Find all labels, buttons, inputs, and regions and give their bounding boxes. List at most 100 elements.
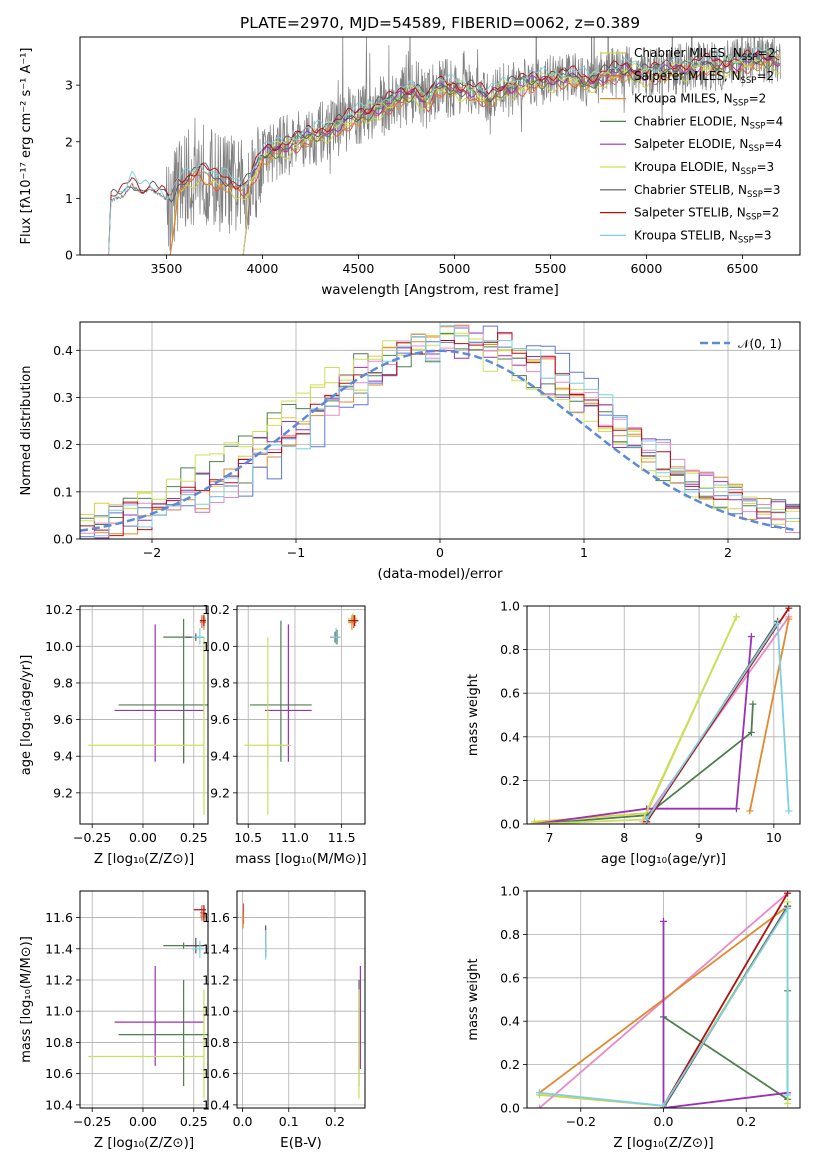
plot-area [80, 891, 208, 1108]
x-axis-label: Z [log₁₀(Z/Z⊙)] [613, 1135, 713, 1151]
chart-massweight_vs_age: 7 8 9 10 0.0 0.2 0.4 0.6 0.8 1.0 age [log₁₀(age/yr… [466, 599, 801, 867]
x-tick-label: −0.25 [73, 1114, 111, 1129]
y-axis-label: age [log₁₀(age/yr)] [19, 655, 34, 776]
legend: Chabrier MILES, NSSP=2 Salpeter MILES, NS… [600, 46, 783, 245]
y-tick-label: 0.4 [500, 1014, 520, 1029]
legend-label: Chabrier MILES, NSSP=2 [634, 46, 775, 63]
x-tick-label: 0 [436, 545, 444, 560]
weight-series-4 [534, 636, 753, 824]
x-tick-label: 4500 [342, 261, 374, 276]
weight-marker [660, 1102, 667, 1108]
y-tick-label: 10.4 [45, 1097, 73, 1112]
weight-marker [732, 805, 740, 813]
plot-area [527, 891, 800, 1108]
weight-marker [785, 615, 793, 623]
legend-label: 𝒩(0, 1) [738, 337, 782, 351]
y-tick-label: 9.4 [53, 749, 73, 764]
model-line-4 [242, 52, 781, 255]
axes-frame [79, 36, 801, 256]
y-tick-label: 10.0 [45, 639, 73, 654]
errorbar-point-9 [191, 940, 204, 959]
y-tick-label: 10.8 [202, 1035, 230, 1050]
y-tick-label: 11.2 [202, 972, 230, 987]
errorbar-point-8 [199, 615, 206, 627]
weight-marker [747, 633, 755, 641]
y-tick-label: 10.6 [202, 1066, 230, 1081]
x-axis-label: Z [log₁₀(Z/Z⊙)] [94, 851, 194, 867]
y-tick-label: 10.4 [202, 1097, 230, 1112]
x-tick-label: 0.0 [233, 1114, 253, 1129]
y-tick-label: 9.8 [53, 675, 73, 690]
errorbar-point-4 [118, 704, 208, 762]
y-tick-label: 9.2 [210, 785, 230, 800]
plot-area [80, 322, 800, 539]
chart-age_vs_mass: 10.5 11.0 11.5 9.2 9.4 9.6 9.8 10.0 10.2 mass [lo… [202, 602, 367, 867]
y-tick-label: 0.3 [53, 390, 73, 405]
chart-age_vs_Z: −0.25 0.00 0.25 9.2 9.4 9.6 9.8 10.0 10.2 Z [log₁… [19, 602, 209, 867]
y-tick-label: 11.6 [45, 910, 73, 925]
y-tick-label: 0.0 [500, 1101, 520, 1116]
x-tick-label: 10.5 [234, 830, 262, 845]
x-axis-label: age [log₁₀(age/yr)] [601, 851, 726, 867]
legend-label: Salpeter ELODIE, NSSP=4 [634, 137, 782, 154]
x-tick-label: 0.25 [180, 1114, 208, 1129]
x-tick-label: 0.00 [129, 1114, 157, 1129]
errorbar-point-7 [185, 937, 204, 954]
y-tick-label: 0.4 [53, 343, 73, 358]
y-tick-label: 11.4 [45, 941, 73, 956]
model-line-2 [169, 55, 782, 255]
errorbar-point-5 [114, 965, 204, 1066]
y-axis-label: mass weight [466, 674, 481, 756]
y-tick-label: 1 [65, 191, 73, 206]
gaussian-curve [80, 349, 798, 532]
errorbar-point-6 [88, 989, 205, 1099]
legend-label: Salpeter MILES, NSSP=2 [634, 69, 774, 86]
x-axis-label: E(B-V) [280, 1135, 322, 1151]
y-tick-label: 0 [65, 248, 73, 263]
weight-marker [530, 820, 538, 824]
weight-marker [784, 1100, 792, 1108]
x-tick-label: −0.25 [73, 830, 111, 845]
chart-mass_vs_Z: −0.25 0.00 0.25 10.4 10.6 10.8 11.0 11.2 11.4 11.… [19, 890, 209, 1151]
y-tick-label: 0.6 [500, 686, 520, 701]
plot-area [80, 606, 208, 824]
x-tick-label: 10 [766, 830, 782, 845]
y-tick-label: 11.6 [202, 910, 230, 925]
x-tick-label: 5500 [534, 261, 566, 276]
axes-frame [236, 605, 366, 825]
x-axis-label: mass [log₁₀(M/M⊙)] [235, 851, 366, 867]
y-tick-label: 0.0 [500, 817, 520, 832]
errorbar-point-2 [199, 615, 206, 630]
legend-label: Kroupa MILES, NSSP=2 [634, 92, 766, 109]
weight-marker [784, 891, 792, 897]
weight-series-5 [534, 616, 738, 824]
weight-marker [749, 700, 757, 708]
plot-area [527, 606, 800, 824]
y-tick-label: 1.0 [500, 599, 520, 614]
x-tick-label: −2 [143, 545, 161, 560]
y-tick-label: 0.0 [53, 532, 73, 547]
y-tick-label: 11.4 [202, 941, 230, 956]
x-tick-label: 8 [620, 830, 628, 845]
y-tick-label: 0.2 [500, 773, 520, 788]
weight-marker [746, 807, 754, 815]
x-tick-label: 7 [545, 830, 553, 845]
plot-area [237, 891, 365, 1108]
legend-label: Chabrier STELIB, NSSP=3 [634, 183, 781, 200]
axes-frame [526, 605, 801, 825]
y-tick-label: 0.6 [500, 970, 520, 985]
y-axis-label: mass weight [466, 958, 481, 1040]
errorbar-point-5 [265, 624, 312, 762]
spectrum-data-line [108, 37, 781, 255]
y-tick-label: 0.1 [53, 484, 73, 499]
x-tick-label: 0.00 [129, 830, 157, 845]
y-tick-label: 11.0 [45, 1004, 73, 1019]
weight-marker [784, 1091, 792, 1099]
errorbar-point-8 [348, 615, 359, 627]
x-tick-label: 2 [724, 545, 732, 560]
errorbar-point-2 [348, 615, 357, 630]
weight-series-2 [749, 618, 790, 812]
y-tick-label: 9.6 [210, 712, 230, 727]
y-tick-label: 10.8 [45, 1035, 73, 1050]
